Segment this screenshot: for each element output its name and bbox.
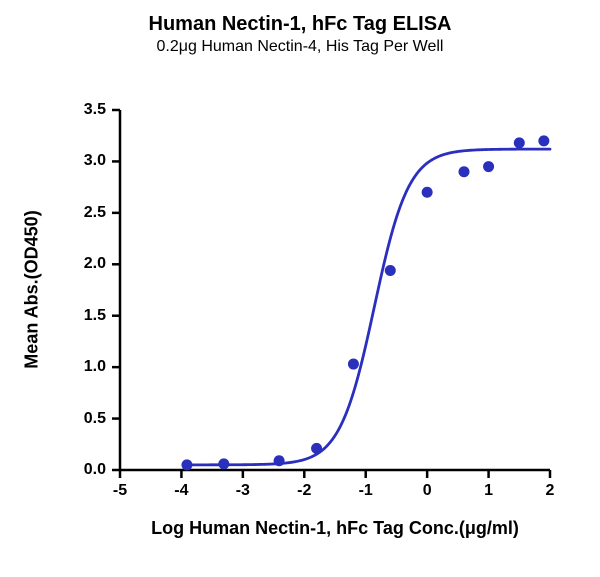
y-tick-label: 1.5 [68,307,106,325]
x-tick-label: -1 [346,482,386,500]
x-tick-label: -5 [100,482,140,500]
y-tick-label: 0.5 [68,410,106,428]
x-tick-label: -2 [284,482,324,500]
y-tick-label: 1.0 [68,358,106,376]
y-tick-label: 2.5 [68,204,106,222]
y-tick-label: 3.5 [68,101,106,119]
x-tick-label: 1 [469,482,509,500]
y-tick-label: 3.0 [68,152,106,170]
x-tick-label: -4 [161,482,201,500]
elisa-figure: Human Nectin-1, hFc Tag ELISA 0.2μg Huma… [0,0,600,577]
x-tick-label: -3 [223,482,263,500]
y-tick-label: 0.0 [68,461,106,479]
y-tick-label: 2.0 [68,255,106,273]
x-tick-label: 2 [530,482,570,500]
x-tick-label: 0 [407,482,447,500]
